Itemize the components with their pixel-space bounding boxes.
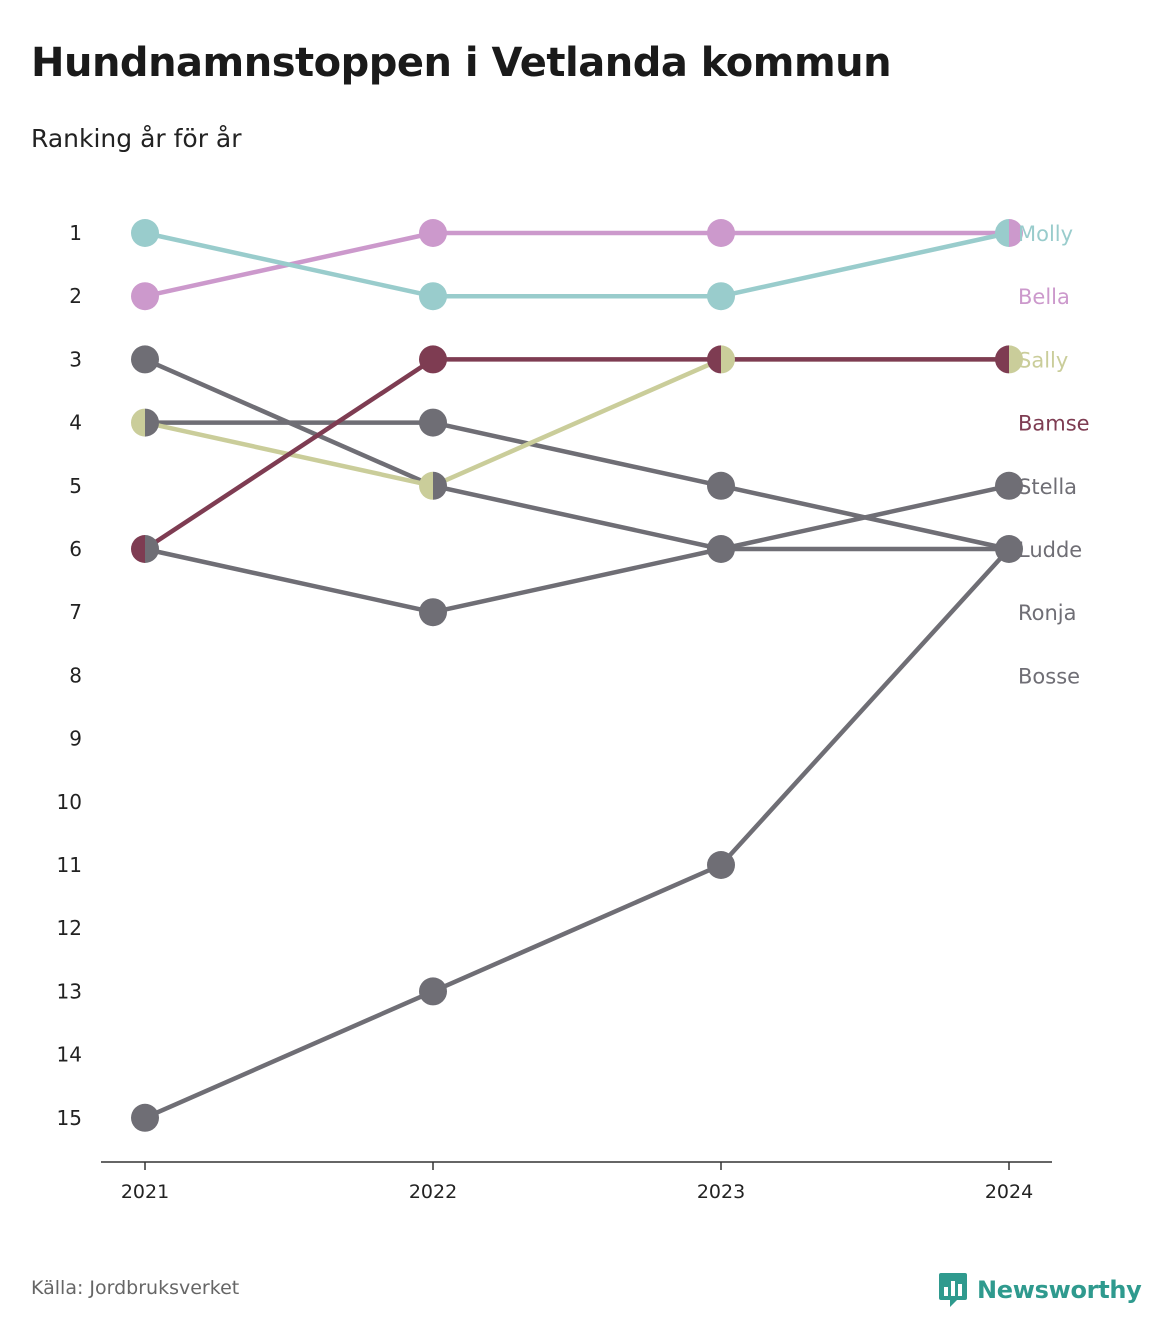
data-point <box>419 598 447 627</box>
data-point <box>419 219 447 247</box>
x-tick-label: 2024 <box>985 1181 1033 1203</box>
data-point <box>707 535 735 563</box>
y-tick-label: 15 <box>57 1106 82 1130</box>
y-tick-label: 8 <box>69 663 82 687</box>
series-label-sally: Sally <box>1018 348 1068 372</box>
data-point-left-half <box>131 408 145 437</box>
series-line-bella <box>142 230 1012 299</box>
y-tick-label: 2 <box>69 284 82 308</box>
series-line-bosse <box>142 546 1012 1121</box>
data-point <box>995 471 1023 500</box>
y-tick-label: 14 <box>57 1043 82 1067</box>
brand-logo: Newsworthy <box>937 1270 1142 1310</box>
data-point <box>419 977 447 1006</box>
data-point-left-half <box>131 535 145 563</box>
data-point <box>131 219 159 247</box>
data-point-right-half <box>1009 345 1024 374</box>
data-point <box>707 471 735 500</box>
y-tick-label: 4 <box>69 411 82 435</box>
brand-name: Newsworthy <box>977 1276 1142 1304</box>
data-point <box>419 408 447 437</box>
y-tick-label: 12 <box>57 916 82 940</box>
series-label-bella: Bella <box>1018 285 1070 309</box>
data-point-left-half <box>419 471 433 500</box>
y-tick-label: 11 <box>57 853 82 877</box>
series-line-molly <box>142 230 1012 299</box>
series-label-stella: Stella <box>1018 475 1077 499</box>
data-point <box>131 345 159 374</box>
data-point <box>707 851 735 879</box>
data-point-right-half <box>145 535 159 563</box>
data-point-right-half <box>1009 219 1023 247</box>
data-point-left-half <box>995 345 1009 374</box>
x-tick-label: 2023 <box>697 1181 745 1203</box>
y-tick-label: 6 <box>69 537 82 561</box>
page-title: Hundnamnstoppen i Vetlanda kommun <box>31 40 892 86</box>
series-line-bamse <box>142 357 1012 552</box>
y-tick-label: 3 <box>69 347 82 371</box>
series-label-ronja: Ronja <box>1018 601 1077 625</box>
series-label-molly: Molly <box>1018 222 1073 246</box>
y-tick-label: 1 <box>69 221 82 245</box>
y-tick-label: 9 <box>69 727 82 751</box>
y-tick-label: 10 <box>57 790 82 814</box>
data-point-right-half <box>433 471 448 500</box>
data-point-right-half <box>721 345 736 374</box>
series-label-ludde: Ludde <box>1018 538 1082 562</box>
series-line-ronja <box>142 420 1012 552</box>
data-point-left-half <box>995 219 1009 247</box>
series-line-stella <box>142 483 1012 615</box>
data-point-right-half <box>145 408 159 437</box>
newsworthy-logo-icon <box>939 1273 967 1307</box>
y-tick-label: 5 <box>69 474 82 498</box>
data-point <box>131 1103 159 1132</box>
data-point <box>131 282 159 311</box>
data-point-left-half <box>707 345 721 374</box>
chart-subtitle: Ranking år för år <box>31 124 242 153</box>
y-tick-label: 7 <box>69 600 82 624</box>
x-tick-label: 2021 <box>121 1181 169 1203</box>
source-note: Källa: Jordbruksverket <box>31 1277 240 1299</box>
x-tick-label: 2022 <box>409 1181 457 1203</box>
data-point <box>419 282 447 311</box>
data-point <box>707 219 735 247</box>
series-label-bosse: Bosse <box>1018 664 1080 688</box>
data-point <box>707 282 735 311</box>
data-point <box>995 535 1023 563</box>
y-tick-label: 13 <box>57 979 82 1003</box>
series-label-bamse: Bamse <box>1018 412 1090 436</box>
series-line-ludde <box>142 357 1012 552</box>
data-point <box>419 345 447 374</box>
